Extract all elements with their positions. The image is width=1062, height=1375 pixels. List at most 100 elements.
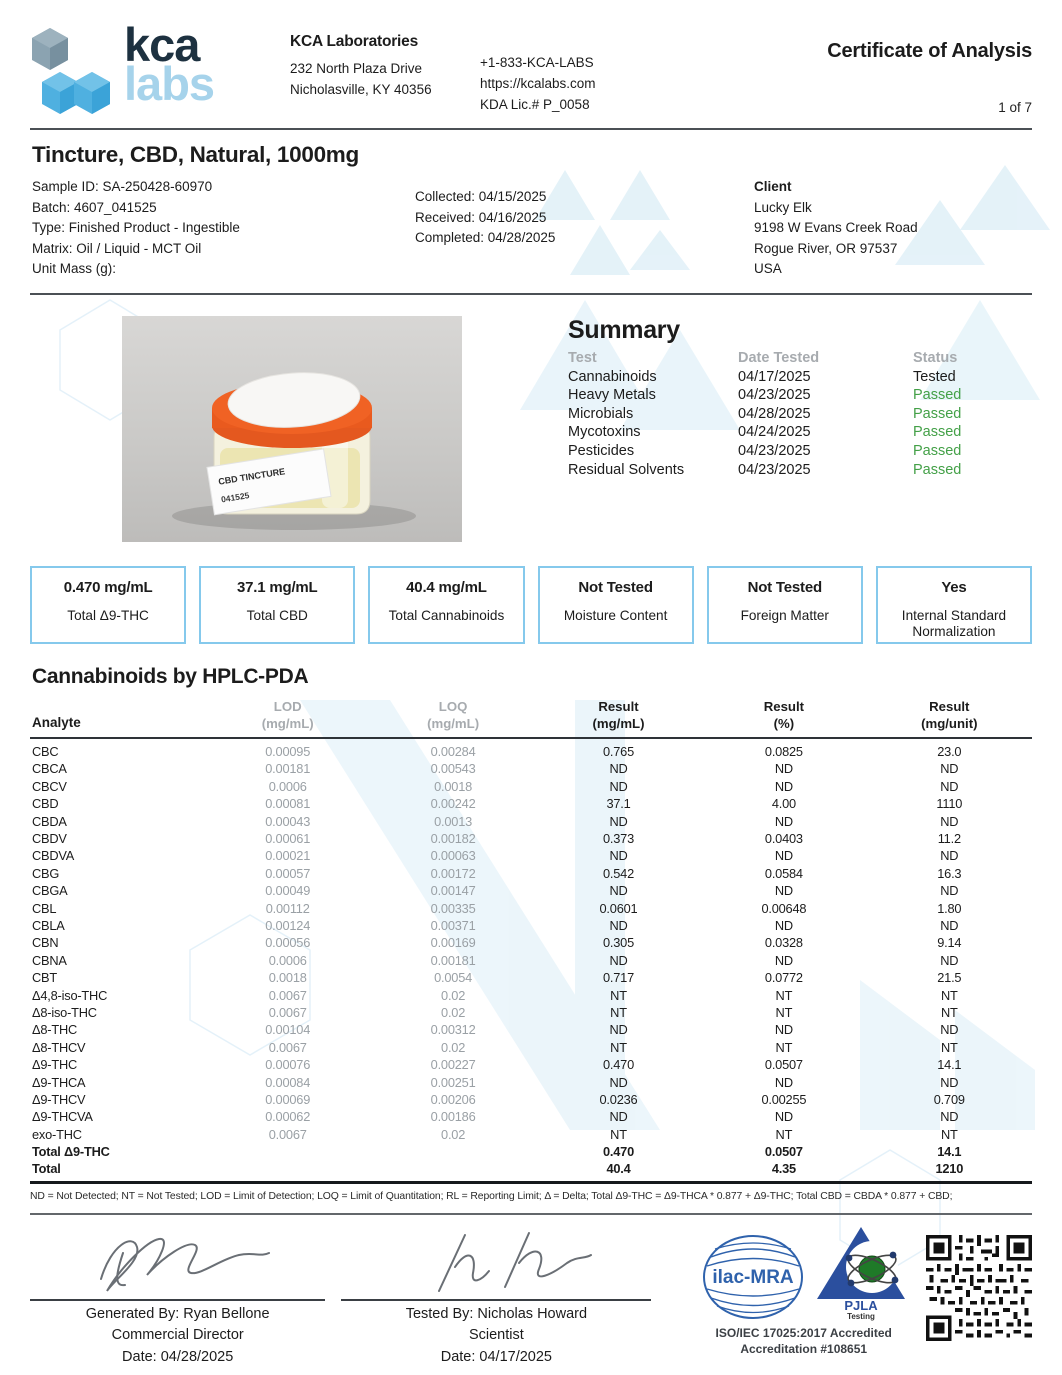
result-mgunit-value: ND: [940, 883, 959, 899]
generated-role: Commercial Director: [111, 1327, 244, 1344]
received-date: Received: 04/16/2025: [415, 209, 547, 225]
lod-value: 0.00069: [265, 1091, 311, 1107]
col-analyte: Analyte: [32, 715, 81, 731]
result-mgml-value: 0.470: [602, 1144, 634, 1160]
table-row: Δ9-THCVA 0.00062 0.00186 ND ND ND: [30, 1108, 1032, 1125]
lod-value: 0.0067: [268, 1126, 307, 1142]
summary-title: Summary: [568, 315, 680, 344]
sample-info-section: Sample ID: SA-250428-60970 Batch: 4607_0…: [30, 177, 1032, 280]
lab-website[interactable]: https://kcalabs.com: [480, 75, 596, 91]
section-divider: [30, 292, 1032, 295]
analyte-name: Δ9-THC: [32, 1057, 78, 1073]
result-box: 0.470 mg/mL Total Δ9-THC: [30, 565, 187, 644]
result-mgml-value: ND: [609, 761, 628, 777]
lod-value: 0.00062: [265, 1109, 311, 1125]
result-mgml-value: ND: [609, 917, 628, 933]
summary-table: Cannabinoids 04/17/2025 Tested Heavy Met…: [568, 368, 1004, 480]
result-pct-value: 0.0825: [764, 744, 803, 760]
result-mgunit-value: 0.709: [933, 1091, 965, 1107]
result-mgml-value: 0.717: [602, 970, 634, 986]
sample-id: Sample ID: SA-250428-60970: [32, 179, 213, 194]
iso-line2: Accreditation #108651: [740, 1341, 868, 1356]
loq-value: 0.00186: [430, 1109, 476, 1125]
result-box-value: Not Tested: [747, 578, 823, 596]
document-header: kca labs KCA Laboratories 232 North Plaz…: [30, 21, 1032, 118]
analyte-name: CBN: [32, 935, 59, 951]
result-pct-value: ND: [774, 1109, 793, 1125]
table-row: CBT 0.0018 0.0054 0.717 0.0772 21.5: [30, 969, 1032, 986]
analyte-name: CBNA: [32, 952, 67, 968]
result-mgunit-value: 1110: [936, 796, 963, 812]
result-pct-value: ND: [774, 1074, 793, 1090]
result-mgml-value: 0.470: [602, 1057, 634, 1073]
tested-date: Date: 04/17/2025: [440, 1349, 552, 1366]
result-pct-value: NT: [775, 987, 793, 1003]
lod-value: 0.0006: [268, 952, 307, 968]
result-mgunit-value: ND: [940, 952, 959, 968]
table-row: Total Δ9-THC 0.470 0.0507 14.1: [30, 1143, 1032, 1160]
result-mgml-value: NT: [610, 1039, 627, 1055]
lod-value: 0.00021: [265, 848, 311, 864]
lod-value: 0.00057: [265, 865, 311, 881]
summary-col-status: Status: [913, 349, 958, 366]
summary-test-name: Cannabinoids: [568, 368, 657, 385]
cannabinoids-section-title: Cannabinoids by HPLC-PDA: [32, 664, 309, 688]
summary-test-date: 04/28/2025: [738, 405, 811, 422]
lod-value: 0.00095: [265, 744, 311, 760]
result-mgunit-value: NT: [940, 987, 958, 1003]
result-box: Not Tested Foreign Matter: [706, 565, 863, 644]
header-right-block: Certificate of Analysis 1 of 7: [827, 26, 1032, 115]
loq-value: 0.00543: [430, 761, 476, 777]
result-box-label: Foreign Matter: [740, 607, 829, 623]
summary-test-name: Mycotoxins: [568, 424, 641, 441]
result-mgunit-value: ND: [940, 917, 959, 933]
result-mgunit-value: 1.80: [937, 900, 962, 916]
summary-col-test: Test: [568, 349, 597, 366]
result-pct-value: ND: [774, 1022, 793, 1038]
lod-value: 0.00112: [265, 900, 310, 916]
result-box-label: Total CBD: [246, 607, 308, 623]
table-row: CBCV 0.0006 0.0018 ND ND ND: [30, 778, 1032, 795]
analyte-name: CBC: [32, 744, 59, 760]
kca-labs-logo: kca labs: [30, 21, 268, 118]
result-pct-value: 0.0507: [764, 1057, 803, 1073]
loq-value: 0.02: [441, 1004, 466, 1020]
analyte-name: Δ9-THCVA: [32, 1109, 93, 1125]
analyte-name: CBL: [32, 900, 57, 916]
table-row: Δ9-THCA 0.00084 0.00251 ND ND ND: [30, 1073, 1032, 1090]
analyte-name: Δ9-THCV: [32, 1091, 86, 1107]
result-mgml-value: ND: [609, 848, 628, 864]
result-pct-value: ND: [774, 952, 793, 968]
result-mgunit-value: ND: [940, 761, 959, 777]
analyte-name: CBGA: [32, 883, 68, 899]
result-mgunit-value: 23.0: [937, 744, 962, 760]
table-row: exo-THC 0.0067 0.02 NT NT NT: [30, 1125, 1032, 1142]
result-mgml-value: 0.765: [602, 744, 634, 760]
generated-by-block: Generated By: Ryan Bellone Commercial Di…: [30, 1225, 326, 1369]
table-row: Δ8-THCV 0.0067 0.02 NT NT NT: [30, 1039, 1032, 1056]
lod-value: 0.0018: [268, 970, 307, 986]
summary-row: Residual Solvents 04/23/2025 Passed: [568, 461, 1004, 480]
result-mgunit-value: 21.5: [937, 970, 962, 986]
result-mgunit-value: NT: [940, 1039, 958, 1055]
result-mgunit-value: ND: [940, 778, 959, 794]
lod-value: 0.00181: [265, 761, 311, 777]
client-country: USA: [754, 261, 782, 277]
result-box-value: Yes: [941, 578, 967, 596]
summary-status-badge: Passed: [913, 424, 962, 441]
result-box-value: 0.470 mg/mL: [63, 578, 153, 596]
batch: Batch: 4607_041525: [32, 199, 157, 215]
table-row: Δ9-THCV 0.00069 0.00206 0.0236 0.00255 0…: [30, 1091, 1032, 1108]
summary-test-date: 04/24/2025: [738, 424, 811, 441]
product-title: Tincture, CBD, Natural, 1000mg: [32, 142, 359, 167]
loq-value: 0.00181: [430, 952, 476, 968]
result-mgml-value: ND: [609, 1109, 628, 1125]
table-row: CBDVA 0.00021 0.00063 ND ND ND: [30, 847, 1032, 864]
result-mgml-value: NT: [610, 987, 627, 1003]
col-result-mgml: Result (mg/mL): [592, 698, 645, 731]
loq-value: 0.02: [441, 1039, 466, 1055]
analyte-name: CBDV: [32, 831, 67, 847]
analyte-name: Total: [32, 1161, 61, 1177]
sample-type: Type: Finished Product - Ingestible: [32, 220, 240, 236]
